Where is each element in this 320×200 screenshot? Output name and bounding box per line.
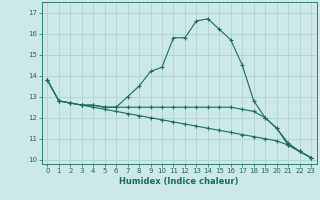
X-axis label: Humidex (Indice chaleur): Humidex (Indice chaleur) (119, 177, 239, 186)
